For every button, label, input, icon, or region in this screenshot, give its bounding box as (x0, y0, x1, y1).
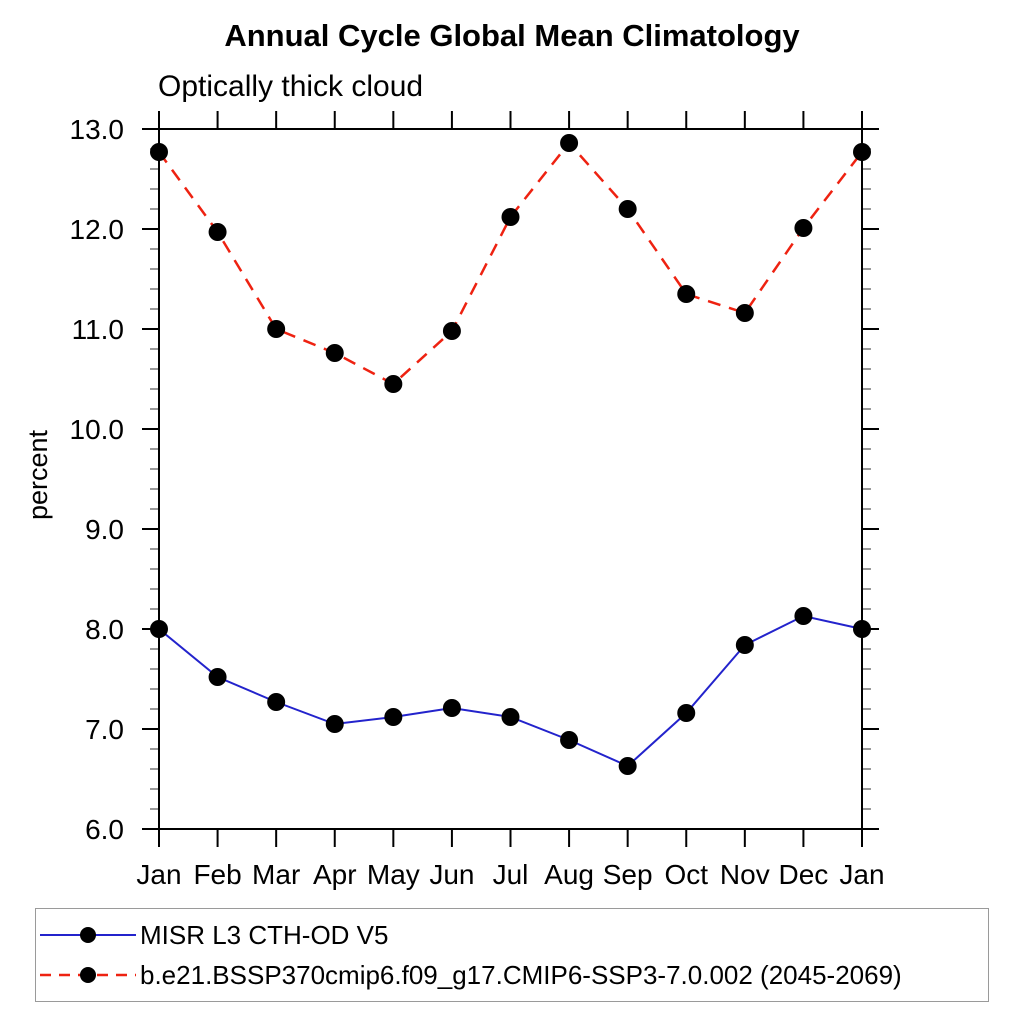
data-point-marker (208, 223, 227, 241)
legend-item-label: MISR L3 CTH-OD V5 (140, 920, 389, 950)
data-point-marker (735, 304, 754, 322)
data-point-marker (442, 322, 461, 340)
data-point-marker (150, 143, 168, 161)
y-tick-label: 8.0 (85, 614, 124, 645)
data-point-marker (794, 219, 813, 237)
x-tick-label: Aug (544, 859, 594, 890)
legend-line-sample (40, 967, 136, 983)
legend-item: b.e21.BSSP370cmip6.f09_g17.CMIP6-SSP3-7.… (36, 955, 988, 995)
data-point-marker (384, 708, 403, 726)
data-point-marker (618, 200, 637, 218)
data-point-marker (794, 607, 813, 625)
x-tick-label: Nov (720, 859, 770, 890)
x-tick-label: Oct (664, 859, 708, 890)
data-point-marker (442, 699, 461, 717)
data-point-marker (677, 285, 696, 303)
x-tick-label: Jan (839, 859, 884, 890)
x-tick-label: Apr (313, 859, 357, 890)
series-line (157, 141, 863, 386)
data-point-marker (501, 208, 520, 226)
data-point-marker (560, 134, 579, 152)
legend: MISR L3 CTH-OD V5 b.e21.BSSP370cmip6.f09_… (35, 908, 989, 1002)
x-tick-label: May (367, 859, 420, 890)
data-point-marker (325, 344, 344, 362)
x-tick-label: Feb (193, 859, 241, 890)
data-point-marker (735, 636, 754, 654)
legend-item: MISR L3 CTH-OD V5 (36, 915, 988, 955)
y-tick-label: 7.0 (85, 714, 124, 745)
chart-subtitle: Optically thick cloud (158, 70, 424, 103)
data-point-marker (677, 704, 696, 722)
data-point-marker (208, 668, 227, 686)
data-point-marker (853, 143, 871, 161)
chart-title: Annual Cycle Global Mean Climatology (224, 18, 800, 53)
x-tick-label: Mar (252, 859, 300, 890)
legend-item-label: b.e21.BSSP370cmip6.f09_g17.CMIP6-SSP3-7.… (140, 960, 902, 990)
y-tick-label: 6.0 (85, 814, 124, 845)
data-point-marker (267, 693, 286, 711)
data-point-marker (384, 375, 403, 393)
y-axis-title: percent (23, 429, 53, 520)
data-point-marker (325, 715, 344, 733)
y-tick-label: 13.0 (70, 114, 125, 145)
x-tick-label: Jan (136, 859, 181, 890)
legend-marker-dot (80, 927, 96, 943)
legend-marker-dot (80, 967, 96, 983)
data-point-marker (560, 731, 579, 749)
x-tick-label: Dec (779, 859, 829, 890)
y-tick-label: 10.0 (70, 414, 125, 445)
x-tick-label: Jul (493, 859, 529, 890)
data-point-marker (618, 757, 637, 775)
axis-frame (158, 128, 863, 830)
data-point-marker (150, 620, 168, 638)
data-point-marker (267, 320, 286, 338)
data-point-marker (501, 708, 520, 726)
x-tick-label: Jun (429, 859, 474, 890)
series-line (158, 614, 863, 768)
y-tick-label: 11.0 (72, 314, 124, 345)
legend-line-sample (40, 927, 136, 943)
y-tick-label: 9.0 (85, 514, 124, 545)
data-point-marker (853, 620, 871, 638)
x-tick-label: Sep (603, 859, 653, 890)
y-tick-label: 12.0 (70, 214, 125, 245)
